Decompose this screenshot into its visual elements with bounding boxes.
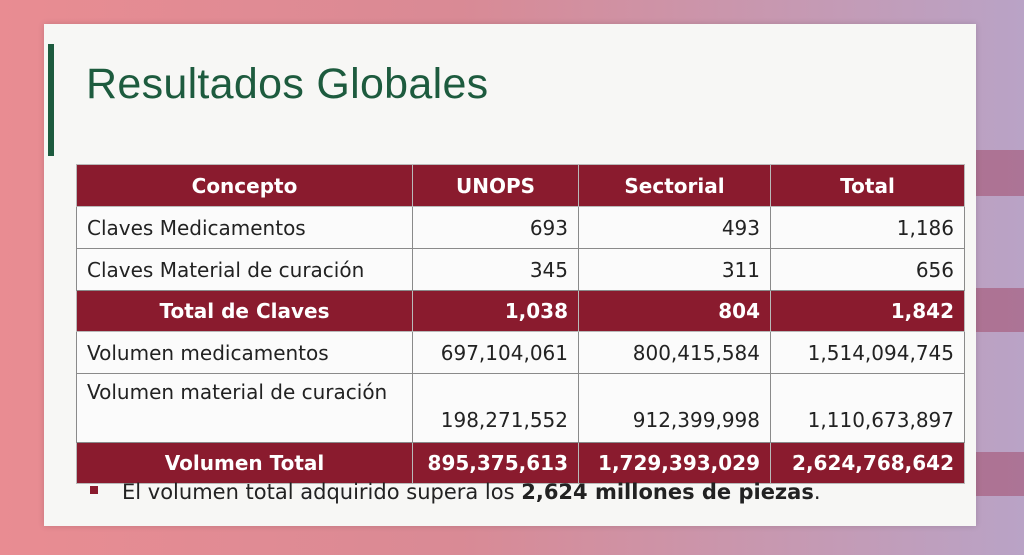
header-total: Total: [770, 164, 965, 207]
results-table: Concepto UNOPS Sectorial Total Claves Me…: [76, 164, 965, 484]
cell-unops: 697,104,061: [412, 331, 579, 374]
slide: Resultados Globales Concepto UNOPS Secto…: [44, 24, 976, 526]
header-sectorial: Sectorial: [578, 164, 771, 207]
header-unops: UNOPS: [412, 164, 579, 207]
cell-unops: 693: [412, 206, 579, 249]
table-row: Claves Medicamentos 693 493 1,186: [76, 206, 965, 249]
cell-unops: 1,038: [412, 290, 579, 332]
cell-concepto: Claves Material de curación: [76, 248, 413, 291]
cell-concepto: Volumen medicamentos: [76, 331, 413, 374]
cell-total: 1,514,094,745: [770, 331, 965, 374]
cell-total: 656: [770, 248, 965, 291]
cell-concepto: Volumen Total: [76, 442, 413, 484]
cell-total: 1,110,673,897: [770, 373, 965, 443]
table-row: Claves Material de curación 345 311 656: [76, 248, 965, 291]
title-accent-bar: [48, 44, 54, 156]
cell-concepto: Volumen material de curación: [76, 373, 413, 443]
summary-note: El volumen total adquirido supera los 2,…: [90, 480, 821, 504]
square-bullet-icon: [90, 486, 98, 494]
cell-unops: 198,271,552: [412, 373, 579, 443]
cell-total: 1,842: [770, 290, 965, 332]
table-header-row: Concepto UNOPS Sectorial Total: [76, 164, 965, 207]
table-total-row: Total de Claves 1,038 804 1,842: [76, 290, 965, 332]
cell-sectorial: 800,415,584: [578, 331, 771, 374]
header-concepto: Concepto: [76, 164, 413, 207]
table-row: Volumen medicamentos 697,104,061 800,415…: [76, 331, 965, 374]
note-bold-text: 2,624 millones de piezas: [521, 480, 814, 504]
cell-total: 2,624,768,642: [770, 442, 965, 484]
cell-sectorial: 912,399,998: [578, 373, 771, 443]
cell-concepto: Total de Claves: [76, 290, 413, 332]
cell-sectorial: 1,729,393,029: [578, 442, 771, 484]
table-total-row: Volumen Total 895,375,613 1,729,393,029 …: [76, 442, 965, 484]
cell-total: 1,186: [770, 206, 965, 249]
cell-sectorial: 804: [578, 290, 771, 332]
cell-sectorial: 493: [578, 206, 771, 249]
note-end: .: [813, 480, 821, 504]
cell-unops: 895,375,613: [412, 442, 579, 484]
cell-concepto: Claves Medicamentos: [76, 206, 413, 249]
note-text: El volumen total adquirido supera los: [122, 480, 522, 504]
table-row: Volumen material de curación 198,271,552…: [76, 373, 965, 443]
cell-unops: 345: [412, 248, 579, 291]
page-title: Resultados Globales: [86, 60, 489, 108]
cell-sectorial: 311: [578, 248, 771, 291]
